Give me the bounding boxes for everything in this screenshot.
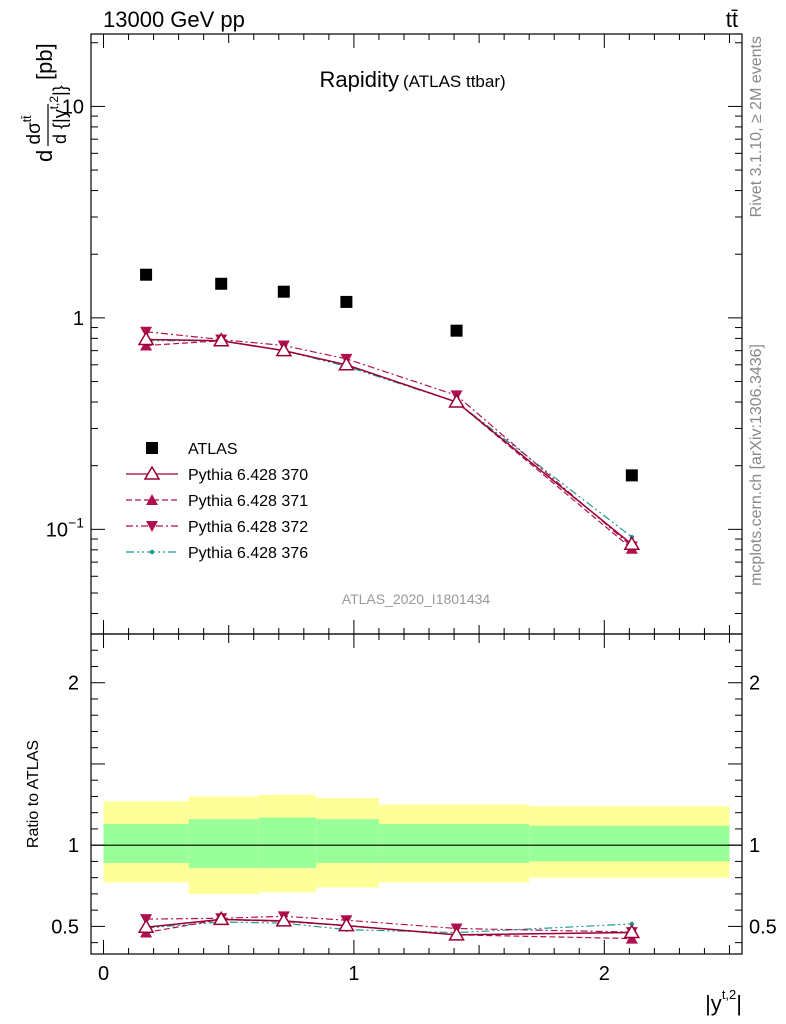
uncertainty-band-inner <box>188 819 259 868</box>
svg-text:d {|yt,2|}: d {|yt,2|} <box>47 85 70 144</box>
legend: ATLAS Pythia 6.428 370 Pythia 6.428 371 Pyt… <box>126 441 308 562</box>
uncertainty-band-inner <box>378 824 530 864</box>
svg-text:d: d <box>32 150 57 162</box>
ratio-point <box>275 912 293 927</box>
ratio-line <box>146 918 632 936</box>
data-point <box>450 324 463 337</box>
legend-marker <box>146 494 158 505</box>
uncertainty-band-inner <box>258 817 317 868</box>
plot-title: Rapidity <box>320 67 399 92</box>
ratio-point <box>137 918 155 933</box>
ratio-point <box>629 921 635 927</box>
ratio-point <box>212 910 230 926</box>
series-line <box>146 331 633 547</box>
data-point <box>448 393 465 408</box>
x-tick-label: 1 <box>348 963 359 985</box>
data-point <box>338 356 355 371</box>
data-point <box>275 342 293 357</box>
ratio-line <box>145 918 632 940</box>
ratio-point <box>448 926 465 941</box>
legend-marker <box>149 549 155 555</box>
legend-entry: Pythia 6.428 371 <box>126 493 308 510</box>
x-tick-label: 2 <box>599 963 610 985</box>
uncertainty-band-inner <box>103 824 189 864</box>
data-point <box>340 295 353 308</box>
ratio-y-tick-label: 1 <box>749 835 760 857</box>
legend-marker <box>146 442 158 454</box>
analysis-id-label: ATLAS_2020_I1801434 <box>342 591 491 607</box>
ratio-plot-frame <box>90 633 743 955</box>
y-tick-label: 10−1 <box>46 514 84 541</box>
ratio-y-tick-label: 0.5 <box>51 916 79 938</box>
data-point <box>140 268 153 281</box>
legend-entry: ATLAS <box>146 441 238 458</box>
main-plot-frame <box>90 33 743 635</box>
uncertainty-band-inner <box>529 825 730 862</box>
ratio-point <box>338 917 355 932</box>
axis-ticks: 10−1 1 10 0 1 2 0.5 0.5 1 1 2 2 <box>46 34 777 985</box>
ratio-line <box>146 921 632 934</box>
legend-label: Pythia 6.428 370 <box>188 467 308 484</box>
data-point <box>137 331 155 346</box>
data-point <box>623 535 641 551</box>
uncertainty-band-inner <box>316 819 379 864</box>
ratio-line <box>146 915 632 933</box>
ratio-y-tick-label: 2 <box>749 673 760 695</box>
legend-label: Pythia 6.428 376 <box>188 545 308 562</box>
legend-label: Pythia 6.428 371 <box>188 493 308 510</box>
x-tick-label: 0 <box>98 963 109 985</box>
data-point <box>215 277 228 290</box>
series-layer <box>137 268 641 944</box>
ratio-point <box>623 924 641 939</box>
data-point <box>625 469 638 482</box>
data-point <box>277 285 290 298</box>
svg-text:dσtt̄: dσtt̄ <box>20 115 45 145</box>
data-point <box>212 332 230 347</box>
ratio-y-tick-label: 1 <box>68 835 79 857</box>
legend-marker <box>143 465 161 480</box>
series-line <box>146 338 633 545</box>
legend-label: ATLAS <box>188 441 238 458</box>
y-tick-label: 1 <box>73 308 84 330</box>
ratio-bands <box>91 794 742 894</box>
process-label: tt̄ <box>726 7 738 32</box>
y-tick-label: 10 <box>62 96 84 118</box>
ratio-y-tick-label: 0.5 <box>749 916 777 938</box>
ratio-y-tick-label: 2 <box>68 673 79 695</box>
legend-entry: Pythia 6.428 372 <box>126 519 308 536</box>
series-line <box>146 340 633 538</box>
legend-entry: Pythia 6.428 376 <box>126 545 308 562</box>
ratio-y-axis-label: Ratio to ATLAS <box>25 740 42 848</box>
legend-entry: Pythia 6.428 370 <box>126 465 308 484</box>
mcplots-label: mcplots.cern.ch [arXiv:1306.3436] <box>748 344 765 586</box>
legend-label: Pythia 6.428 372 <box>188 519 308 536</box>
legend-marker <box>146 521 158 532</box>
plot-subtitle: (ATLAS ttbar) <box>403 72 506 91</box>
rivet-label: Rivet 3.1.10, ≥ 2M events <box>748 36 765 217</box>
svg-text:[pb]: [pb] <box>32 43 57 80</box>
collision-label: 13000 GeV pp <box>103 7 245 32</box>
x-axis-label: |yt,2| <box>705 987 742 1016</box>
